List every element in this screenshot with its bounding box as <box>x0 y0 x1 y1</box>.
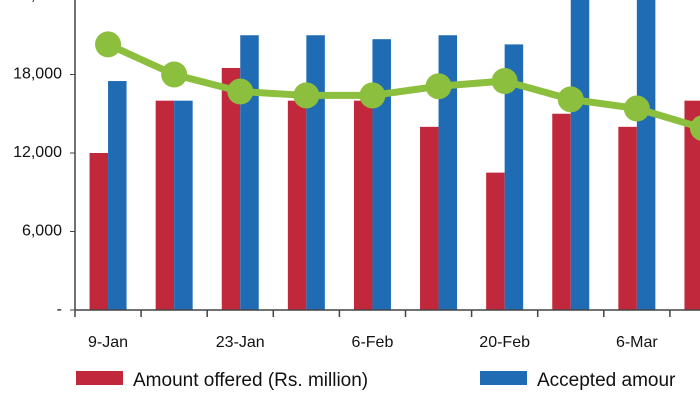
bar <box>306 35 325 310</box>
bar <box>486 172 505 310</box>
bar <box>504 44 524 311</box>
bar <box>552 113 571 310</box>
bar <box>438 35 458 310</box>
legend-label: Amount offered (Rs. million) <box>133 370 368 391</box>
bar <box>240 35 259 310</box>
line-marker <box>359 82 386 109</box>
bar <box>372 39 391 311</box>
line-marker <box>161 61 188 88</box>
line-marker <box>491 68 518 95</box>
line-marker <box>227 78 254 105</box>
line-marker <box>293 82 320 109</box>
x-tick-label: 6-Feb <box>352 334 394 351</box>
bar <box>174 100 193 311</box>
bar <box>155 100 175 311</box>
line-marker <box>425 73 452 100</box>
bar <box>570 0 590 310</box>
y-tick-label: - <box>57 301 62 318</box>
bar <box>287 100 307 311</box>
y-tick-label: 12,000 <box>13 144 62 161</box>
line <box>106 41 700 131</box>
bar <box>353 100 373 311</box>
x-tick-label: 6-Mar <box>616 334 658 351</box>
bar <box>420 126 439 310</box>
bar <box>108 81 127 311</box>
legend-swatch <box>480 371 527 385</box>
y-tick-label: 24,000 <box>13 0 62 4</box>
y-tick-label: 6,000 <box>22 223 62 240</box>
x-tick-label: 23-Jan <box>216 334 265 351</box>
line-marker <box>689 115 700 141</box>
x-tick-label: 20-Feb <box>479 334 530 351</box>
line-marker <box>623 95 650 122</box>
legend-swatch <box>76 371 123 385</box>
line-marker <box>95 31 122 58</box>
bar <box>684 100 700 311</box>
bar <box>636 0 656 310</box>
legend-label: Accepted amour <box>537 370 676 391</box>
line-marker <box>557 86 584 113</box>
bar <box>89 153 109 310</box>
bar <box>221 67 241 310</box>
bar <box>618 126 637 310</box>
x-tick-label: 9-Jan <box>88 334 128 351</box>
y-tick-label: 18,000 <box>13 66 62 83</box>
